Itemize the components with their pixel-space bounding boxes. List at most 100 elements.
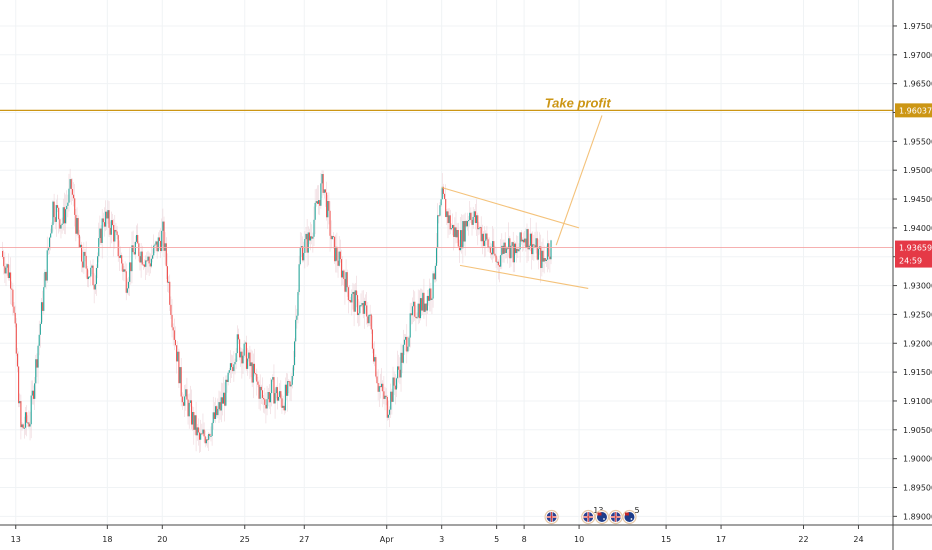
candle-body (360, 305, 362, 307)
candle-body (106, 211, 108, 219)
candle-body (426, 295, 428, 311)
candle-body (343, 270, 345, 279)
candle-body (287, 381, 289, 396)
candle-body (354, 290, 356, 312)
candle-body (446, 211, 448, 218)
candle-body (381, 383, 383, 388)
candle-body (21, 424, 23, 428)
candle-body (22, 424, 24, 429)
candle-body (11, 288, 13, 290)
candle-body (172, 327, 174, 331)
candle-body (231, 363, 233, 368)
event-count: 5 (634, 506, 639, 515)
x-tick-label: 3 (439, 535, 444, 544)
candle-body (108, 210, 110, 228)
candle-body (376, 376, 378, 384)
candle-body (279, 391, 281, 397)
candle-body (303, 252, 305, 261)
candle-body (385, 395, 387, 397)
candle-body (415, 316, 417, 319)
tag-bg (895, 103, 932, 118)
candle-body (318, 200, 320, 204)
candle-body (417, 303, 419, 318)
candle-body (400, 352, 402, 378)
candle-body (218, 402, 220, 409)
candle-body (71, 189, 73, 195)
uk-flag-icon[interactable]: 13 (581, 506, 604, 525)
candle-body (462, 221, 464, 249)
candle-body (406, 336, 408, 352)
candle-body (503, 242, 505, 254)
candle-body (387, 414, 389, 418)
candle-body (99, 228, 101, 239)
candle-body (445, 198, 447, 218)
candle-body (471, 219, 473, 225)
drawing-layer[interactable]: Take profit (0, 95, 893, 290)
candle-body (210, 436, 212, 438)
uk-flag-icon[interactable] (544, 509, 559, 525)
price-tags-layer: 1.96037 1.93659 24:59 (895, 103, 932, 268)
candle-body (252, 363, 254, 383)
candle-body (548, 243, 550, 257)
candle-body (14, 312, 16, 324)
x-tick-label: 22 (798, 535, 808, 544)
candle-body (314, 202, 316, 220)
candle-body (448, 215, 450, 224)
candle-body (60, 225, 62, 229)
candle-body (526, 229, 528, 248)
candle-body (193, 412, 195, 430)
candle-body (93, 285, 95, 290)
candle-body (529, 233, 531, 246)
candle-body (296, 315, 298, 320)
candle-body (150, 258, 152, 267)
candle-body (422, 292, 424, 311)
candle-body (377, 383, 379, 392)
candle-body (148, 256, 150, 264)
au-flag-icon[interactable] (594, 509, 610, 525)
candle-body (269, 393, 272, 403)
candle-body (125, 271, 127, 293)
candle-body (292, 365, 294, 377)
candle-body (147, 256, 149, 261)
uk-flag-icon[interactable] (608, 509, 623, 525)
projection-line[interactable] (555, 115, 603, 246)
candle-body (346, 272, 348, 288)
candle-body (290, 384, 292, 387)
candle-body (285, 384, 288, 396)
candle-body (429, 288, 431, 301)
candle-body (146, 260, 148, 262)
candle-body (141, 251, 143, 265)
candle-body (405, 336, 407, 340)
candle-body (226, 379, 228, 383)
candle-body (119, 255, 122, 258)
candle-body (463, 221, 465, 242)
candle-body (522, 239, 525, 243)
candle-body (227, 372, 229, 383)
candle-body (480, 227, 482, 242)
candle-body (424, 303, 426, 312)
channel-upper-line[interactable] (441, 186, 580, 229)
candle-body (203, 429, 205, 437)
candle-body (289, 381, 291, 387)
candle-body (53, 201, 55, 218)
candle-body (134, 241, 136, 255)
candle-body (433, 273, 435, 280)
candle-body (547, 243, 549, 260)
candle-body (466, 221, 468, 227)
au-flag-icon[interactable]: 5 (622, 506, 640, 525)
candle-body (369, 314, 371, 316)
candle-body (247, 358, 249, 369)
candle-body (131, 245, 133, 272)
events-layer[interactable]: 13 5 (544, 506, 640, 525)
candle-body (364, 300, 367, 306)
candle-body (401, 352, 403, 363)
candle-body (374, 357, 376, 362)
candle-body (432, 273, 434, 299)
candle-body (418, 303, 420, 319)
candle-body (196, 427, 198, 436)
candle-body (202, 429, 204, 434)
channel-lower-line[interactable] (459, 264, 589, 290)
x-tick-label: 8 (522, 535, 527, 544)
candle-body (189, 400, 191, 403)
